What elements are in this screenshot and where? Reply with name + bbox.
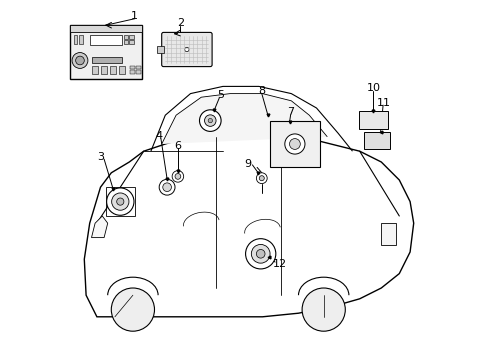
Circle shape [106, 188, 134, 215]
Polygon shape [162, 94, 326, 144]
Circle shape [199, 110, 221, 131]
Text: 11: 11 [376, 98, 390, 108]
Bar [136, 66, 141, 69]
Circle shape [256, 173, 266, 184]
Circle shape [256, 249, 264, 258]
Text: 1: 1 [131, 11, 138, 21]
Bar [123, 35, 128, 39]
Circle shape [251, 244, 269, 263]
Text: 12: 12 [272, 258, 286, 269]
Bar [123, 40, 128, 44]
Text: 9: 9 [244, 159, 251, 169]
Circle shape [184, 48, 189, 52]
Circle shape [259, 176, 264, 181]
Circle shape [289, 139, 300, 149]
Bar [101, 66, 107, 74]
Text: 7: 7 [286, 107, 294, 117]
Bar [118, 66, 125, 74]
Circle shape [111, 288, 154, 331]
Circle shape [159, 179, 175, 195]
Text: 6: 6 [174, 141, 181, 151]
Circle shape [117, 198, 123, 205]
Text: 4: 4 [155, 131, 162, 141]
Bar [91, 66, 98, 74]
Text: 2: 2 [177, 18, 183, 28]
Circle shape [284, 134, 305, 154]
Text: 10: 10 [366, 83, 380, 93]
Bar [157, 46, 164, 53]
Circle shape [302, 288, 345, 331]
Circle shape [175, 174, 181, 179]
FancyBboxPatch shape [162, 32, 212, 67]
Bar [381, 223, 395, 245]
Circle shape [111, 193, 129, 210]
Text: 5: 5 [217, 90, 224, 100]
FancyBboxPatch shape [269, 121, 320, 167]
Bar [130, 66, 135, 69]
Circle shape [163, 183, 171, 192]
FancyBboxPatch shape [358, 111, 387, 129]
Circle shape [172, 171, 183, 182]
FancyBboxPatch shape [70, 25, 142, 79]
Circle shape [208, 118, 212, 123]
Bar [79, 35, 82, 44]
Bar [109, 66, 116, 74]
Bar [91, 57, 122, 63]
Polygon shape [91, 216, 107, 238]
Bar [89, 35, 122, 45]
Circle shape [204, 115, 216, 126]
Bar [129, 40, 133, 44]
Circle shape [76, 56, 84, 65]
Bar [106, 187, 134, 216]
Text: 3: 3 [97, 152, 104, 162]
FancyBboxPatch shape [363, 132, 389, 149]
Circle shape [72, 53, 88, 68]
Circle shape [245, 239, 275, 269]
Bar [136, 70, 141, 74]
Bar [130, 70, 135, 74]
Text: 8: 8 [258, 86, 265, 96]
Bar [70, 25, 142, 32]
Bar [73, 35, 77, 44]
Bar [129, 35, 133, 39]
Polygon shape [84, 126, 413, 317]
